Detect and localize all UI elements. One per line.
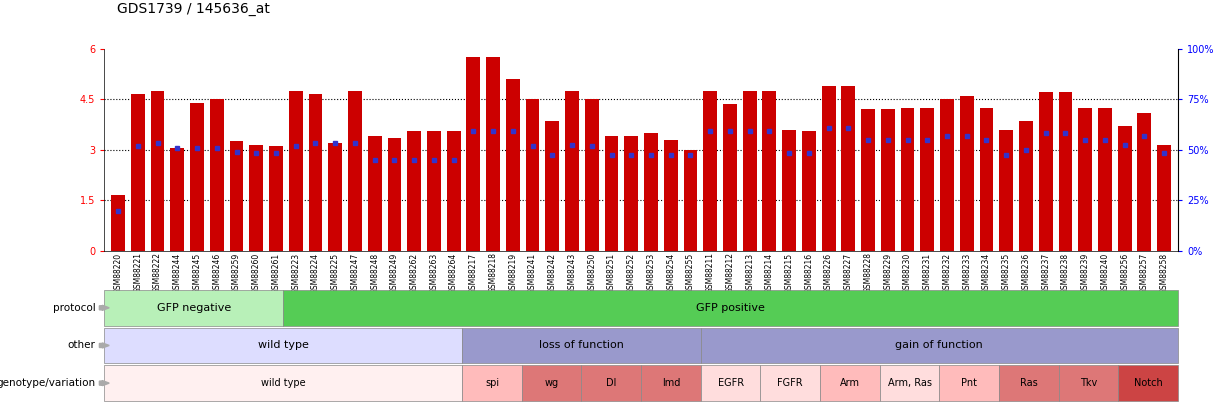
Bar xyxy=(1059,92,1072,251)
Bar xyxy=(210,99,223,251)
Bar xyxy=(802,131,816,251)
Bar xyxy=(466,57,480,251)
Bar xyxy=(605,136,618,251)
Bar xyxy=(1039,92,1053,251)
Text: GDS1739 / 145636_at: GDS1739 / 145636_at xyxy=(117,2,270,16)
Text: loss of function: loss of function xyxy=(539,341,623,350)
Bar xyxy=(999,130,1014,251)
Bar xyxy=(762,91,777,251)
Text: Arm, Ras: Arm, Ras xyxy=(887,378,931,388)
Bar xyxy=(566,91,579,251)
Bar xyxy=(644,133,658,251)
Text: lmd: lmd xyxy=(661,378,680,388)
Text: Arm: Arm xyxy=(839,378,860,388)
Text: Tkv: Tkv xyxy=(1080,378,1097,388)
Text: wg: wg xyxy=(545,378,558,388)
Bar xyxy=(625,136,638,251)
Text: Pnt: Pnt xyxy=(961,378,977,388)
Bar xyxy=(742,91,757,251)
Bar xyxy=(683,150,697,251)
Text: wild type: wild type xyxy=(261,378,306,388)
Bar xyxy=(427,131,440,251)
Bar xyxy=(348,91,362,251)
Bar xyxy=(447,131,460,251)
Bar xyxy=(190,102,204,251)
Bar xyxy=(112,196,125,251)
Bar xyxy=(249,145,263,251)
Bar xyxy=(171,148,184,251)
Bar xyxy=(979,108,994,251)
Bar xyxy=(1157,145,1171,251)
Bar xyxy=(842,86,855,251)
Bar xyxy=(822,86,836,251)
Bar xyxy=(1020,121,1033,251)
Bar xyxy=(585,99,599,251)
Bar xyxy=(901,108,914,251)
Bar xyxy=(269,147,283,251)
Bar xyxy=(783,130,796,251)
Text: Dl: Dl xyxy=(606,378,616,388)
Bar xyxy=(723,104,737,251)
Bar xyxy=(229,141,243,251)
Bar xyxy=(368,136,382,251)
Bar xyxy=(1118,126,1131,251)
Text: FGFR: FGFR xyxy=(778,378,802,388)
Bar xyxy=(881,109,894,251)
Text: protocol: protocol xyxy=(53,303,96,313)
Text: gain of function: gain of function xyxy=(896,341,983,350)
Bar xyxy=(329,143,342,251)
Bar xyxy=(664,140,677,251)
Bar xyxy=(308,94,323,251)
Bar xyxy=(525,99,540,251)
Text: Notch: Notch xyxy=(1134,378,1162,388)
Bar xyxy=(388,138,401,251)
Text: other: other xyxy=(67,341,96,350)
Bar xyxy=(920,108,934,251)
Text: GFP negative: GFP negative xyxy=(157,303,231,313)
Bar xyxy=(1137,113,1151,251)
Bar xyxy=(151,91,164,251)
Text: GFP positive: GFP positive xyxy=(696,303,764,313)
Text: genotype/variation: genotype/variation xyxy=(0,378,96,388)
Bar xyxy=(861,109,875,251)
Text: spi: spi xyxy=(485,378,499,388)
Bar xyxy=(1098,108,1112,251)
Bar xyxy=(1079,108,1092,251)
Bar xyxy=(288,91,303,251)
Bar xyxy=(506,79,520,251)
Bar xyxy=(486,57,499,251)
Text: wild type: wild type xyxy=(258,341,309,350)
Bar xyxy=(960,96,974,251)
Bar xyxy=(407,131,421,251)
Bar xyxy=(545,121,560,251)
Bar xyxy=(703,91,717,251)
Text: EGFR: EGFR xyxy=(718,378,744,388)
Bar xyxy=(131,94,145,251)
Text: Ras: Ras xyxy=(1020,378,1038,388)
Bar xyxy=(940,99,953,251)
